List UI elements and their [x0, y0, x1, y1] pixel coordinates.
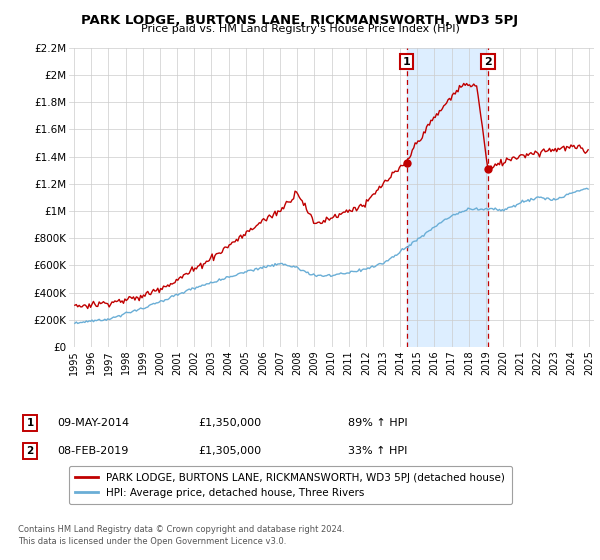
Text: 1: 1	[26, 418, 34, 428]
Text: Price paid vs. HM Land Registry's House Price Index (HPI): Price paid vs. HM Land Registry's House …	[140, 24, 460, 34]
Text: 09-MAY-2014: 09-MAY-2014	[57, 418, 129, 428]
Text: 1: 1	[403, 57, 410, 67]
Text: 2: 2	[26, 446, 34, 456]
Text: 89% ↑ HPI: 89% ↑ HPI	[348, 418, 407, 428]
Text: Contains HM Land Registry data © Crown copyright and database right 2024.
This d: Contains HM Land Registry data © Crown c…	[18, 525, 344, 546]
Text: 33% ↑ HPI: 33% ↑ HPI	[348, 446, 407, 456]
Text: 08-FEB-2019: 08-FEB-2019	[57, 446, 128, 456]
Text: 2: 2	[484, 57, 492, 67]
Text: £1,305,000: £1,305,000	[198, 446, 261, 456]
Text: £1,350,000: £1,350,000	[198, 418, 261, 428]
Text: PARK LODGE, BURTONS LANE, RICKMANSWORTH, WD3 5PJ: PARK LODGE, BURTONS LANE, RICKMANSWORTH,…	[82, 14, 518, 27]
Legend: PARK LODGE, BURTONS LANE, RICKMANSWORTH, WD3 5PJ (detached house), HPI: Average : PARK LODGE, BURTONS LANE, RICKMANSWORTH,…	[69, 466, 512, 504]
Bar	[407, 48, 488, 347]
